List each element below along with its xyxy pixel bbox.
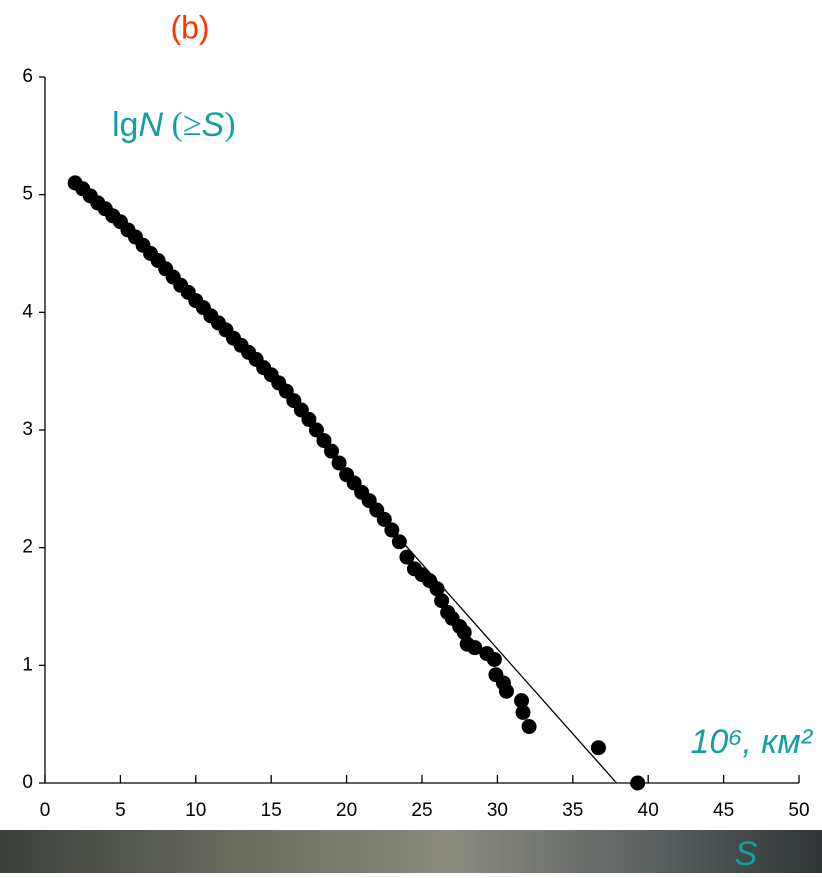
point <box>301 411 317 427</box>
x-tick-label: 45 <box>713 800 734 821</box>
x-tick-label: 30 <box>487 800 508 821</box>
point <box>514 693 530 709</box>
point <box>590 740 606 756</box>
y-axis-label-part: lg <box>112 106 138 144</box>
x-tick-label: 10 <box>185 800 206 821</box>
y-tick-label: 3 <box>22 419 33 440</box>
fit-line <box>391 529 618 784</box>
point <box>434 593 450 609</box>
x-tick-label: 20 <box>336 800 357 821</box>
y-tick-label: 4 <box>22 301 33 322</box>
point <box>456 624 472 640</box>
y-tick-label: 6 <box>22 66 33 87</box>
x-tick-label: 25 <box>411 800 432 821</box>
x-tick-label: 0 <box>40 800 51 821</box>
point <box>399 549 415 565</box>
point <box>521 719 537 735</box>
x-axis-label: S <box>735 835 758 873</box>
point <box>316 433 332 449</box>
point <box>630 775 646 791</box>
chart-title: (b) <box>170 9 209 45</box>
point <box>308 422 324 438</box>
y-tick-label: 0 <box>22 772 33 793</box>
point <box>486 651 502 667</box>
point <box>331 455 347 471</box>
x-tick-label: 15 <box>261 800 282 821</box>
point <box>429 581 445 597</box>
background-strip <box>0 830 822 873</box>
y-axis-label: lgN (≥S) <box>112 106 236 144</box>
y-axis-label-part: S <box>202 106 225 144</box>
point <box>498 683 514 699</box>
point <box>384 522 400 538</box>
x-tick-label: 40 <box>638 800 659 821</box>
point <box>391 534 407 550</box>
point <box>515 704 531 720</box>
point <box>467 640 483 656</box>
y-axis-label-part: ) <box>224 106 235 143</box>
point <box>324 443 340 459</box>
x-units-label: 10⁶, км² <box>690 723 813 761</box>
y-axis-label-part: N <box>138 106 163 144</box>
y-tick-label: 2 <box>22 537 33 558</box>
x-tick-label: 5 <box>115 800 126 821</box>
point <box>376 511 392 527</box>
y-tick-label: 1 <box>22 654 33 675</box>
y-axis-label-part: (≥ <box>163 106 201 143</box>
x-tick-label: 35 <box>562 800 583 821</box>
x-tick-label: 50 <box>788 800 809 821</box>
y-tick-label: 5 <box>22 184 33 205</box>
